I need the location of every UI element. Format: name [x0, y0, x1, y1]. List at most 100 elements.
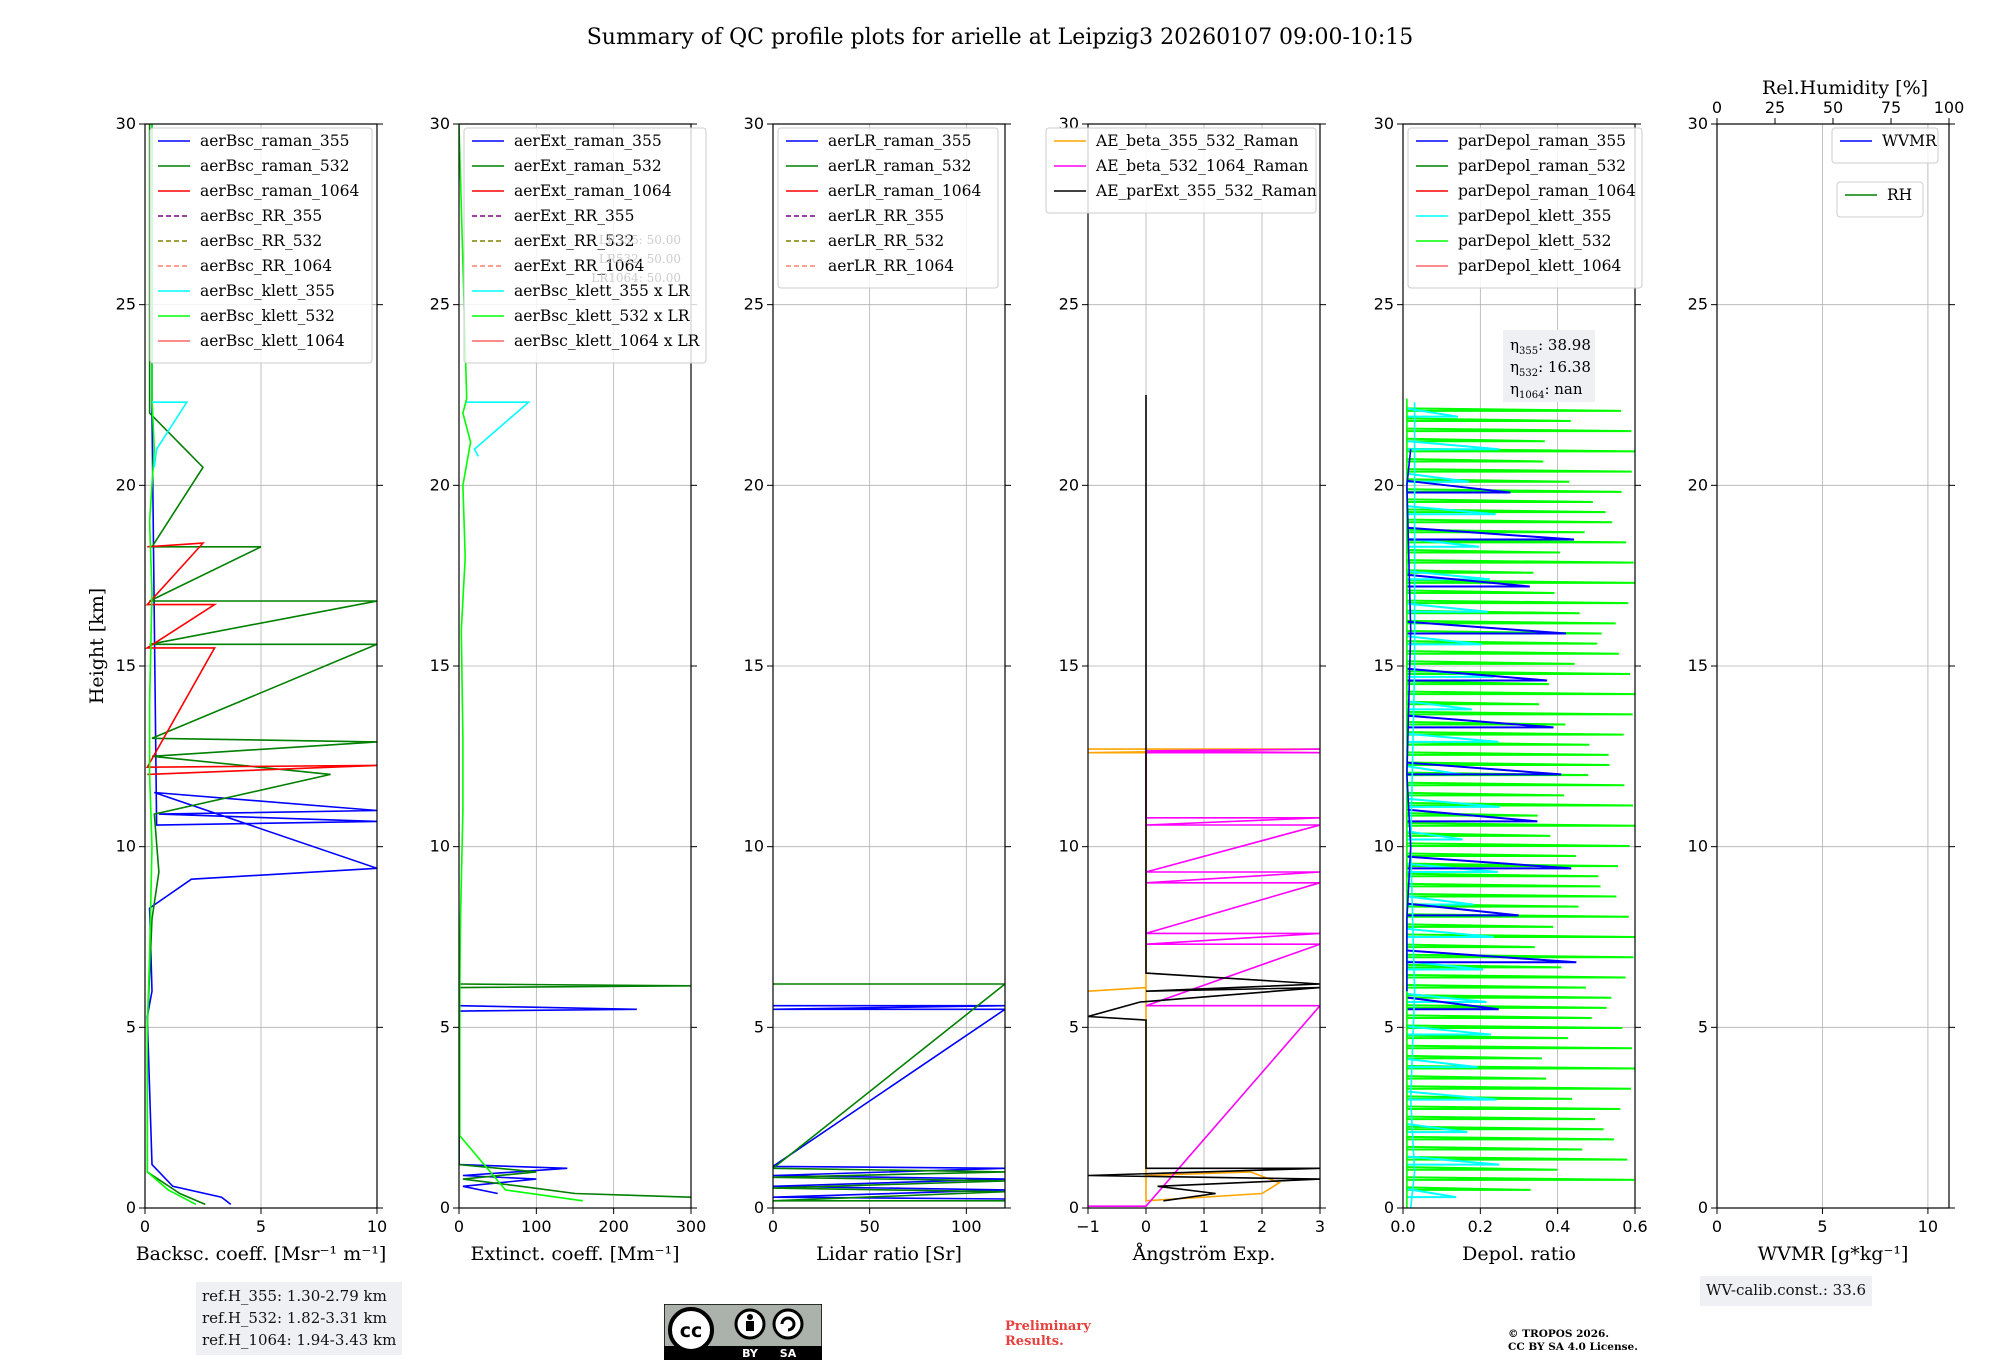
legend-label: aerBsc_RR_355 — [200, 207, 322, 225]
y-tick-label: 10 — [1688, 837, 1708, 856]
share-alike-icon — [772, 1308, 804, 1340]
legend-label: aerLR_raman_355 — [828, 132, 971, 150]
reference-height-box: ref.H_355: 1.30-2.79 km ref.H_532: 1.82-… — [196, 1282, 403, 1356]
y-tick-label: 20 — [430, 475, 450, 494]
eta-box — [1503, 330, 1595, 402]
legend-label: aerExt_raman_1064 — [514, 182, 672, 200]
ref-h-355: ref.H_355: 1.30-2.79 km — [202, 1287, 387, 1305]
legend-label: aerBsc_raman_355 — [200, 132, 350, 150]
lr-annotation: LR355: 50.00 — [599, 233, 681, 247]
y-tick-label: 5 — [1069, 1017, 1079, 1036]
y-tick-label: 0 — [754, 1198, 764, 1217]
wv-calib-box: WV-calib.const.: 33.6 — [1700, 1276, 1873, 1306]
top-x-tick-label: 75 — [1881, 98, 1901, 117]
legend-label: aerBsc_raman_532 — [200, 157, 350, 175]
x-tick-label: 5 — [256, 1217, 266, 1236]
series-aerExt_raman_532 — [459, 983, 691, 1198]
cc-sa-label: SA — [780, 1347, 797, 1360]
preliminary-line-2: Results. — [1005, 1333, 1064, 1349]
x-tick-label: 0.0 — [1390, 1217, 1415, 1236]
eta-1064: η1064: nan — [1510, 380, 1583, 401]
lr-annotation: LR532: 50.00 — [599, 252, 681, 266]
y-tick-label: 15 — [116, 656, 136, 675]
y-tick-label: 10 — [1059, 837, 1079, 856]
top-x-tick-label: 25 — [1765, 98, 1785, 117]
x-tick-label: 0.4 — [1545, 1217, 1570, 1236]
x-tick-label: 0.2 — [1468, 1217, 1493, 1236]
top-x-tick-label: 0 — [1712, 98, 1722, 117]
cc-by-sa-badge: cc BY SA — [664, 1304, 822, 1360]
legend-rh-label: RH — [1887, 186, 1912, 204]
legend-frame — [1045, 127, 1317, 214]
y-tick-label: 10 — [430, 837, 450, 856]
y-tick-label: 10 — [744, 837, 764, 856]
legend-label: aerExt_RR_355 — [514, 207, 635, 225]
cc-icon — [668, 1307, 714, 1353]
x-tick-label: 0 — [140, 1217, 150, 1236]
x-tick-label: −1 — [1076, 1217, 1100, 1236]
y-tick-label: 5 — [1384, 1017, 1394, 1036]
y-tick-label: 0 — [1698, 1198, 1708, 1217]
y-tick-label: 5 — [440, 1017, 450, 1036]
x-axis-label: Backsc. coeff. [Msr⁻¹ m⁻¹] — [136, 1243, 387, 1265]
legend-label: aerBsc_klett_1064 x LR — [514, 332, 701, 350]
x-tick-label: 200 — [598, 1217, 629, 1236]
legend-label: AE_parExt_355_532_Raman — [1095, 182, 1317, 200]
x-tick-label: 1 — [1199, 1217, 1209, 1236]
x-tick-label: 0.6 — [1622, 1217, 1647, 1236]
y-tick-label: 10 — [116, 837, 136, 856]
legend-label: aerLR_RR_1064 — [828, 257, 954, 275]
figure-title: Summary of QC profile plots for arielle … — [587, 25, 1414, 50]
y-tick-label: 5 — [126, 1017, 136, 1036]
copyright-line-2: CC BY SA 4.0 License. — [1508, 1340, 1638, 1353]
series-aerBsc_klett_532 — [146, 124, 197, 1206]
series-aerBsc_raman_355 — [146, 124, 377, 1206]
series-aerBsc_klett_355 x LR — [466, 401, 531, 457]
x-axis-label: Ångström Exp. — [1132, 1243, 1276, 1265]
legend-label: aerExt_RR_532 — [514, 232, 635, 250]
wv-calib-text: WV-calib.const.: 33.6 — [1706, 1281, 1867, 1299]
y-tick-label: 30 — [744, 114, 764, 133]
ref-h-532: ref.H_532: 1.82-3.31 km — [202, 1308, 387, 1327]
legend-frame — [463, 127, 707, 364]
legend-label: aerBsc_RR_532 — [200, 232, 322, 250]
legend-label: AE_beta_355_532_Raman — [1095, 132, 1298, 150]
y-tick-label: 25 — [1374, 295, 1394, 314]
depol-spike-series — [1406, 407, 1635, 1191]
y-tick-label: 5 — [754, 1017, 764, 1036]
top-axis-label: Rel.Humidity [%] — [1762, 77, 1928, 99]
legend-label: aerLR_RR_532 — [828, 232, 944, 250]
x-tick-label: 100 — [951, 1217, 982, 1236]
legend-wvmr-label: WVMR — [1882, 132, 1938, 150]
y-tick-label: 15 — [744, 656, 764, 675]
data-layer — [773, 983, 1005, 1202]
series-AE_parExt_355_532_Raman — [1088, 395, 1320, 1202]
legend-label: parDepol_raman_532 — [1458, 157, 1626, 175]
legend-label: aerBsc_klett_532 — [200, 307, 335, 325]
legend-frame — [777, 127, 999, 289]
legend-label: aerExt_raman_532 — [514, 157, 662, 175]
copyright-note: © TROPOS 2026. CC BY SA 4.0 License. — [1508, 1328, 1638, 1353]
y-tick-label: 0 — [440, 1198, 450, 1217]
x-axis-label: Lidar ratio [Sr] — [816, 1243, 962, 1265]
legend-label: aerBsc_klett_1064 — [200, 332, 345, 350]
series-aerBsc_klett_532 x LR — [459, 124, 583, 1202]
eta-532: η532: 16.38 — [1510, 358, 1591, 379]
legend-label: aerBsc_klett_355 — [200, 282, 335, 300]
copyright-line-1: © TROPOS 2026. — [1508, 1328, 1610, 1340]
legend-label: aerExt_raman_355 — [514, 132, 662, 150]
preliminary-note: Preliminary Results. — [1005, 1319, 1091, 1350]
y-tick-label: 30 — [116, 114, 136, 133]
x-axis-label: WVMR [g*kg⁻¹] — [1758, 1243, 1909, 1265]
y-tick-label: 20 — [1374, 475, 1394, 494]
lr-annotation: LR1064: 50.00 — [591, 271, 681, 285]
y-tick-label: 15 — [1059, 656, 1079, 675]
data-layer — [145, 124, 377, 1206]
y-tick-label: 30 — [430, 114, 450, 133]
y-tick-label: 20 — [116, 475, 136, 494]
legend-label: parDepol_klett_355 — [1458, 207, 1611, 225]
y-tick-label: 25 — [1688, 295, 1708, 314]
series-aerBsc_raman_1064 — [145, 542, 377, 776]
